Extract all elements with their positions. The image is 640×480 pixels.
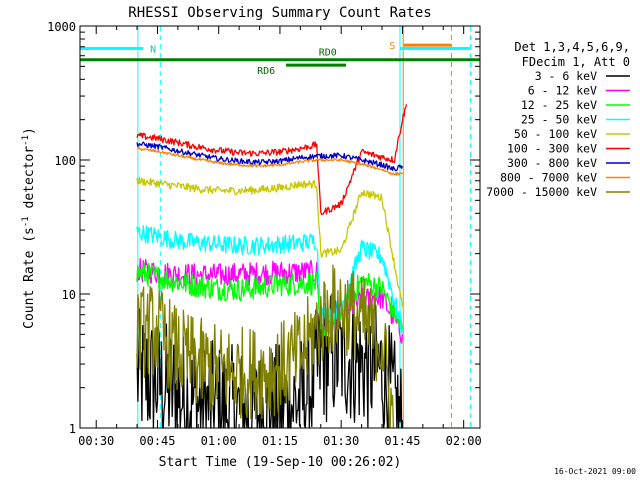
series-50-100-kev — [136, 176, 404, 308]
x-tick-label: 01:45 — [384, 434, 420, 448]
legend-label-12-25-kev: 12 - 25 keV — [521, 98, 597, 112]
y-axis-label-mid: detector — [22, 146, 37, 217]
legend: Det 1,3,4,5,6,9, FDecim 1, Att 0 3 - 6 k… — [486, 40, 630, 199]
vertical-markers — [137, 26, 472, 428]
series-7000-15000-kev — [136, 264, 395, 429]
y-tick-label: 10 — [62, 288, 76, 302]
state-label-n: N — [150, 44, 156, 55]
legend-label-100-300-kev: 100 - 300 keV — [507, 142, 597, 156]
series-300-800-kev — [136, 141, 404, 172]
series-25-50-kev — [136, 225, 404, 334]
y-axis-label-main: Count Rate (s — [22, 227, 37, 329]
state-label-rd0: RD0 — [319, 48, 337, 59]
series-layer — [136, 104, 408, 429]
footer-timestamp: 16-Oct-2021 09:00 — [554, 467, 636, 476]
x-tick-label: 01:30 — [323, 434, 359, 448]
legend-header-line-2: FDecim 1, Att 0 — [522, 55, 630, 69]
chart-title: RHESSI Observing Summary Count Rates — [128, 5, 431, 21]
state-label-rd6: RD6 — [257, 66, 275, 77]
y-axis-label-sup2: -1 — [21, 135, 31, 146]
state-bars: N S RD0 RD6 — [80, 41, 480, 77]
x-tick-label: 02:00 — [446, 434, 482, 448]
legend-label-25-50-kev: 25 - 50 keV — [521, 113, 597, 127]
y-axis: 1 10 100 1000 — [47, 20, 480, 436]
y-axis-label-sup1: -1 — [21, 216, 31, 227]
legend-label-300-800-kev: 300 - 800 keV — [507, 156, 597, 170]
y-axis-label: Count Rate (s-1 detector-1) — [21, 127, 37, 329]
x-axis: 00:30 00:45 01:00 01:15 01:30 01:45 02:00 — [78, 26, 482, 448]
legend-label-6-12-kev: 6 - 12 keV — [528, 84, 597, 98]
x-tick-label: 01:00 — [201, 434, 237, 448]
legend-label-800-7000-kev: 800 - 7000 keV — [500, 171, 597, 185]
x-tick-label: 01:15 — [262, 434, 298, 448]
series-100-300-kev — [136, 104, 408, 215]
legend-label-3-6-kev: 3 - 6 keV — [535, 69, 597, 83]
x-tick-label: 00:45 — [139, 434, 175, 448]
legend-label-7000-15000-kev: 7000 - 15000 keV — [486, 185, 597, 199]
x-tick-label: 00:30 — [78, 434, 114, 448]
y-tick-label: 1000 — [47, 20, 76, 34]
state-label-s: S — [389, 41, 395, 52]
legend-label-50-100-kev: 50 - 100 keV — [514, 127, 597, 141]
legend-header-line-1: Det 1,3,4,5,6,9, — [514, 40, 630, 54]
y-tick-label: 100 — [54, 154, 76, 168]
y-tick-label: 1 — [69, 422, 76, 436]
series-12-25-kev — [136, 262, 404, 344]
series-800-7000-kev — [136, 146, 403, 176]
x-axis-label: Start Time (19-Sep-10 00:26:02) — [159, 455, 402, 470]
y-axis-label-end: ) — [22, 127, 37, 135]
